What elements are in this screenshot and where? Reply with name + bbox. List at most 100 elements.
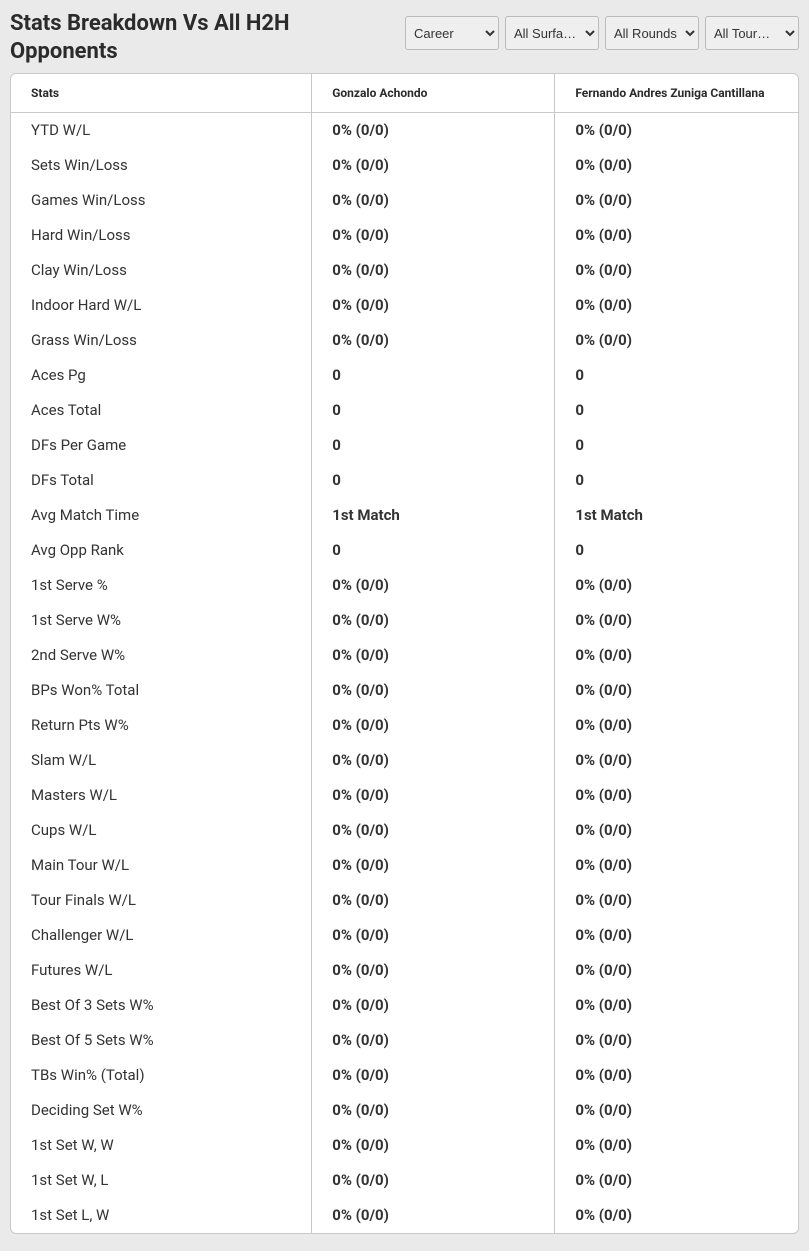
player2-value-cell: 0% (0/0) [555,1023,798,1058]
stats-table: Stats Gonzalo Achondo Fernando Andres Zu… [11,74,798,1233]
table-row: DFs Per Game00 [11,428,798,463]
stat-name-cell: 1st Set L, W [11,1198,312,1233]
player2-value-cell: 0% (0/0) [555,148,798,183]
stat-name-cell: Best Of 3 Sets W% [11,988,312,1023]
player1-value-cell: 0% (0/0) [312,638,555,673]
stat-name-cell: Games Win/Loss [11,183,312,218]
player2-value-cell: 0 [555,533,798,568]
player2-value-cell: 0% (0/0) [555,218,798,253]
stat-name-cell: Challenger W/L [11,918,312,953]
player2-value-cell: 0% (0/0) [555,1128,798,1163]
player1-value-cell: 0 [312,358,555,393]
table-row: Deciding Set W%0% (0/0)0% (0/0) [11,1093,798,1128]
stat-name-cell: TBs Win% (Total) [11,1058,312,1093]
stat-name-cell: 1st Serve % [11,568,312,603]
table-row: Challenger W/L0% (0/0)0% (0/0) [11,918,798,953]
player2-value-cell: 0% (0/0) [555,988,798,1023]
player2-value-cell: 0% (0/0) [555,638,798,673]
stat-name-cell: 1st Serve W% [11,603,312,638]
tour-select[interactable]: All Tour… [705,16,799,50]
period-select[interactable]: Career [405,16,499,50]
surface-select[interactable]: All Surfa… [505,16,599,50]
round-select[interactable]: All Rounds [605,16,699,50]
table-row: 1st Serve %0% (0/0)0% (0/0) [11,568,798,603]
player1-value-cell: 0% (0/0) [312,568,555,603]
stat-name-cell: Aces Total [11,393,312,428]
table-row: Best Of 3 Sets W%0% (0/0)0% (0/0) [11,988,798,1023]
table-header-player1: Gonzalo Achondo [312,74,555,113]
player1-value-cell: 0% (0/0) [312,113,555,148]
stat-name-cell: Main Tour W/L [11,848,312,883]
player1-value-cell: 0 [312,393,555,428]
player2-value-cell: 0% (0/0) [555,918,798,953]
player2-value-cell: 0% (0/0) [555,1093,798,1128]
table-header-stats: Stats [11,74,312,113]
stat-name-cell: Slam W/L [11,743,312,778]
player2-value-cell: 0% (0/0) [555,1058,798,1093]
player1-value-cell: 0% (0/0) [312,778,555,813]
player2-value-cell: 0% (0/0) [555,603,798,638]
stats-table-container: Stats Gonzalo Achondo Fernando Andres Zu… [10,73,799,1234]
stat-name-cell: Avg Match Time [11,498,312,533]
player2-value-cell: 0% (0/0) [555,1163,798,1198]
player1-value-cell: 0% (0/0) [312,1093,555,1128]
table-row: Aces Pg00 [11,358,798,393]
player2-value-cell: 1st Match [555,498,798,533]
player1-value-cell: 0% (0/0) [312,743,555,778]
table-row: Best Of 5 Sets W%0% (0/0)0% (0/0) [11,1023,798,1058]
table-row: 1st Set W, W0% (0/0)0% (0/0) [11,1128,798,1163]
player1-value-cell: 0 [312,533,555,568]
table-row: Tour Finals W/L0% (0/0)0% (0/0) [11,883,798,918]
stat-name-cell: 1st Set W, L [11,1163,312,1198]
player1-value-cell: 0% (0/0) [312,673,555,708]
player2-value-cell: 0% (0/0) [555,848,798,883]
stat-name-cell: Tour Finals W/L [11,883,312,918]
player2-value-cell: 0% (0/0) [555,953,798,988]
player2-value-cell: 0% (0/0) [555,673,798,708]
stat-name-cell: BPs Won% Total [11,673,312,708]
player1-value-cell: 0% (0/0) [312,708,555,743]
stat-name-cell: Cups W/L [11,813,312,848]
table-row: Cups W/L0% (0/0)0% (0/0) [11,813,798,848]
table-row: TBs Win% (Total)0% (0/0)0% (0/0) [11,1058,798,1093]
table-row: 2nd Serve W%0% (0/0)0% (0/0) [11,638,798,673]
table-row: Slam W/L0% (0/0)0% (0/0) [11,743,798,778]
stat-name-cell: Return Pts W% [11,708,312,743]
player1-value-cell: 0 [312,428,555,463]
player2-value-cell: 0 [555,393,798,428]
table-row: Sets Win/Loss0% (0/0)0% (0/0) [11,148,798,183]
stat-name-cell: Avg Opp Rank [11,533,312,568]
table-row: Return Pts W%0% (0/0)0% (0/0) [11,708,798,743]
player2-value-cell: 0% (0/0) [555,323,798,358]
stat-name-cell: Best Of 5 Sets W% [11,1023,312,1058]
player1-value-cell: 0% (0/0) [312,988,555,1023]
player1-value-cell: 0% (0/0) [312,218,555,253]
player2-value-cell: 0% (0/0) [555,253,798,288]
table-row: 1st Set L, W0% (0/0)0% (0/0) [11,1198,798,1233]
table-row: Aces Total00 [11,393,798,428]
table-row: Masters W/L0% (0/0)0% (0/0) [11,778,798,813]
player1-value-cell: 0% (0/0) [312,183,555,218]
player1-value-cell: 0% (0/0) [312,918,555,953]
player1-value-cell: 0% (0/0) [312,253,555,288]
player1-value-cell: 0% (0/0) [312,1058,555,1093]
stat-name-cell: Hard Win/Loss [11,218,312,253]
player2-value-cell: 0% (0/0) [555,708,798,743]
player1-value-cell: 0% (0/0) [312,813,555,848]
stat-name-cell: 2nd Serve W% [11,638,312,673]
player2-value-cell: 0 [555,428,798,463]
player2-value-cell: 0% (0/0) [555,813,798,848]
filter-bar: Career All Surfa… All Rounds All Tour… [405,16,799,50]
player1-value-cell: 0% (0/0) [312,603,555,638]
player2-value-cell: 0% (0/0) [555,743,798,778]
stat-name-cell: 1st Set W, W [11,1128,312,1163]
stat-name-cell: Futures W/L [11,953,312,988]
table-row: Avg Match Time1st Match1st Match [11,498,798,533]
table-row: 1st Set W, L0% (0/0)0% (0/0) [11,1163,798,1198]
player1-value-cell: 0% (0/0) [312,148,555,183]
stat-name-cell: Indoor Hard W/L [11,288,312,323]
stat-name-cell: Aces Pg [11,358,312,393]
stat-name-cell: DFs Total [11,463,312,498]
stat-name-cell: YTD W/L [11,113,312,148]
table-row: Indoor Hard W/L0% (0/0)0% (0/0) [11,288,798,323]
